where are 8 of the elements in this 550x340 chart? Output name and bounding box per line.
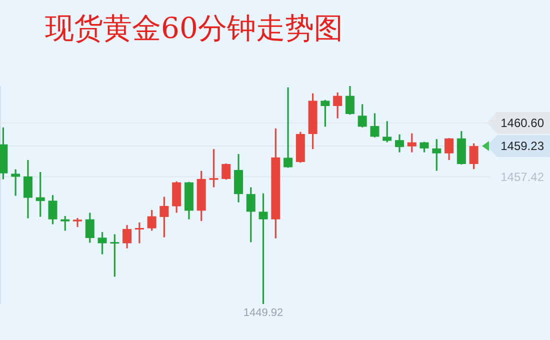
y-tick-label: 1459.23 [500,139,544,154]
annotation: 1449.92 [243,307,284,319]
chart-title: 现货黄金60分钟走势图 [45,11,343,45]
candlestick [209,148,218,188]
candlestick [382,120,392,144]
candlestick [11,168,20,197]
candlestick [73,217,82,228]
y-tick-label: 1460.60 [500,116,544,130]
